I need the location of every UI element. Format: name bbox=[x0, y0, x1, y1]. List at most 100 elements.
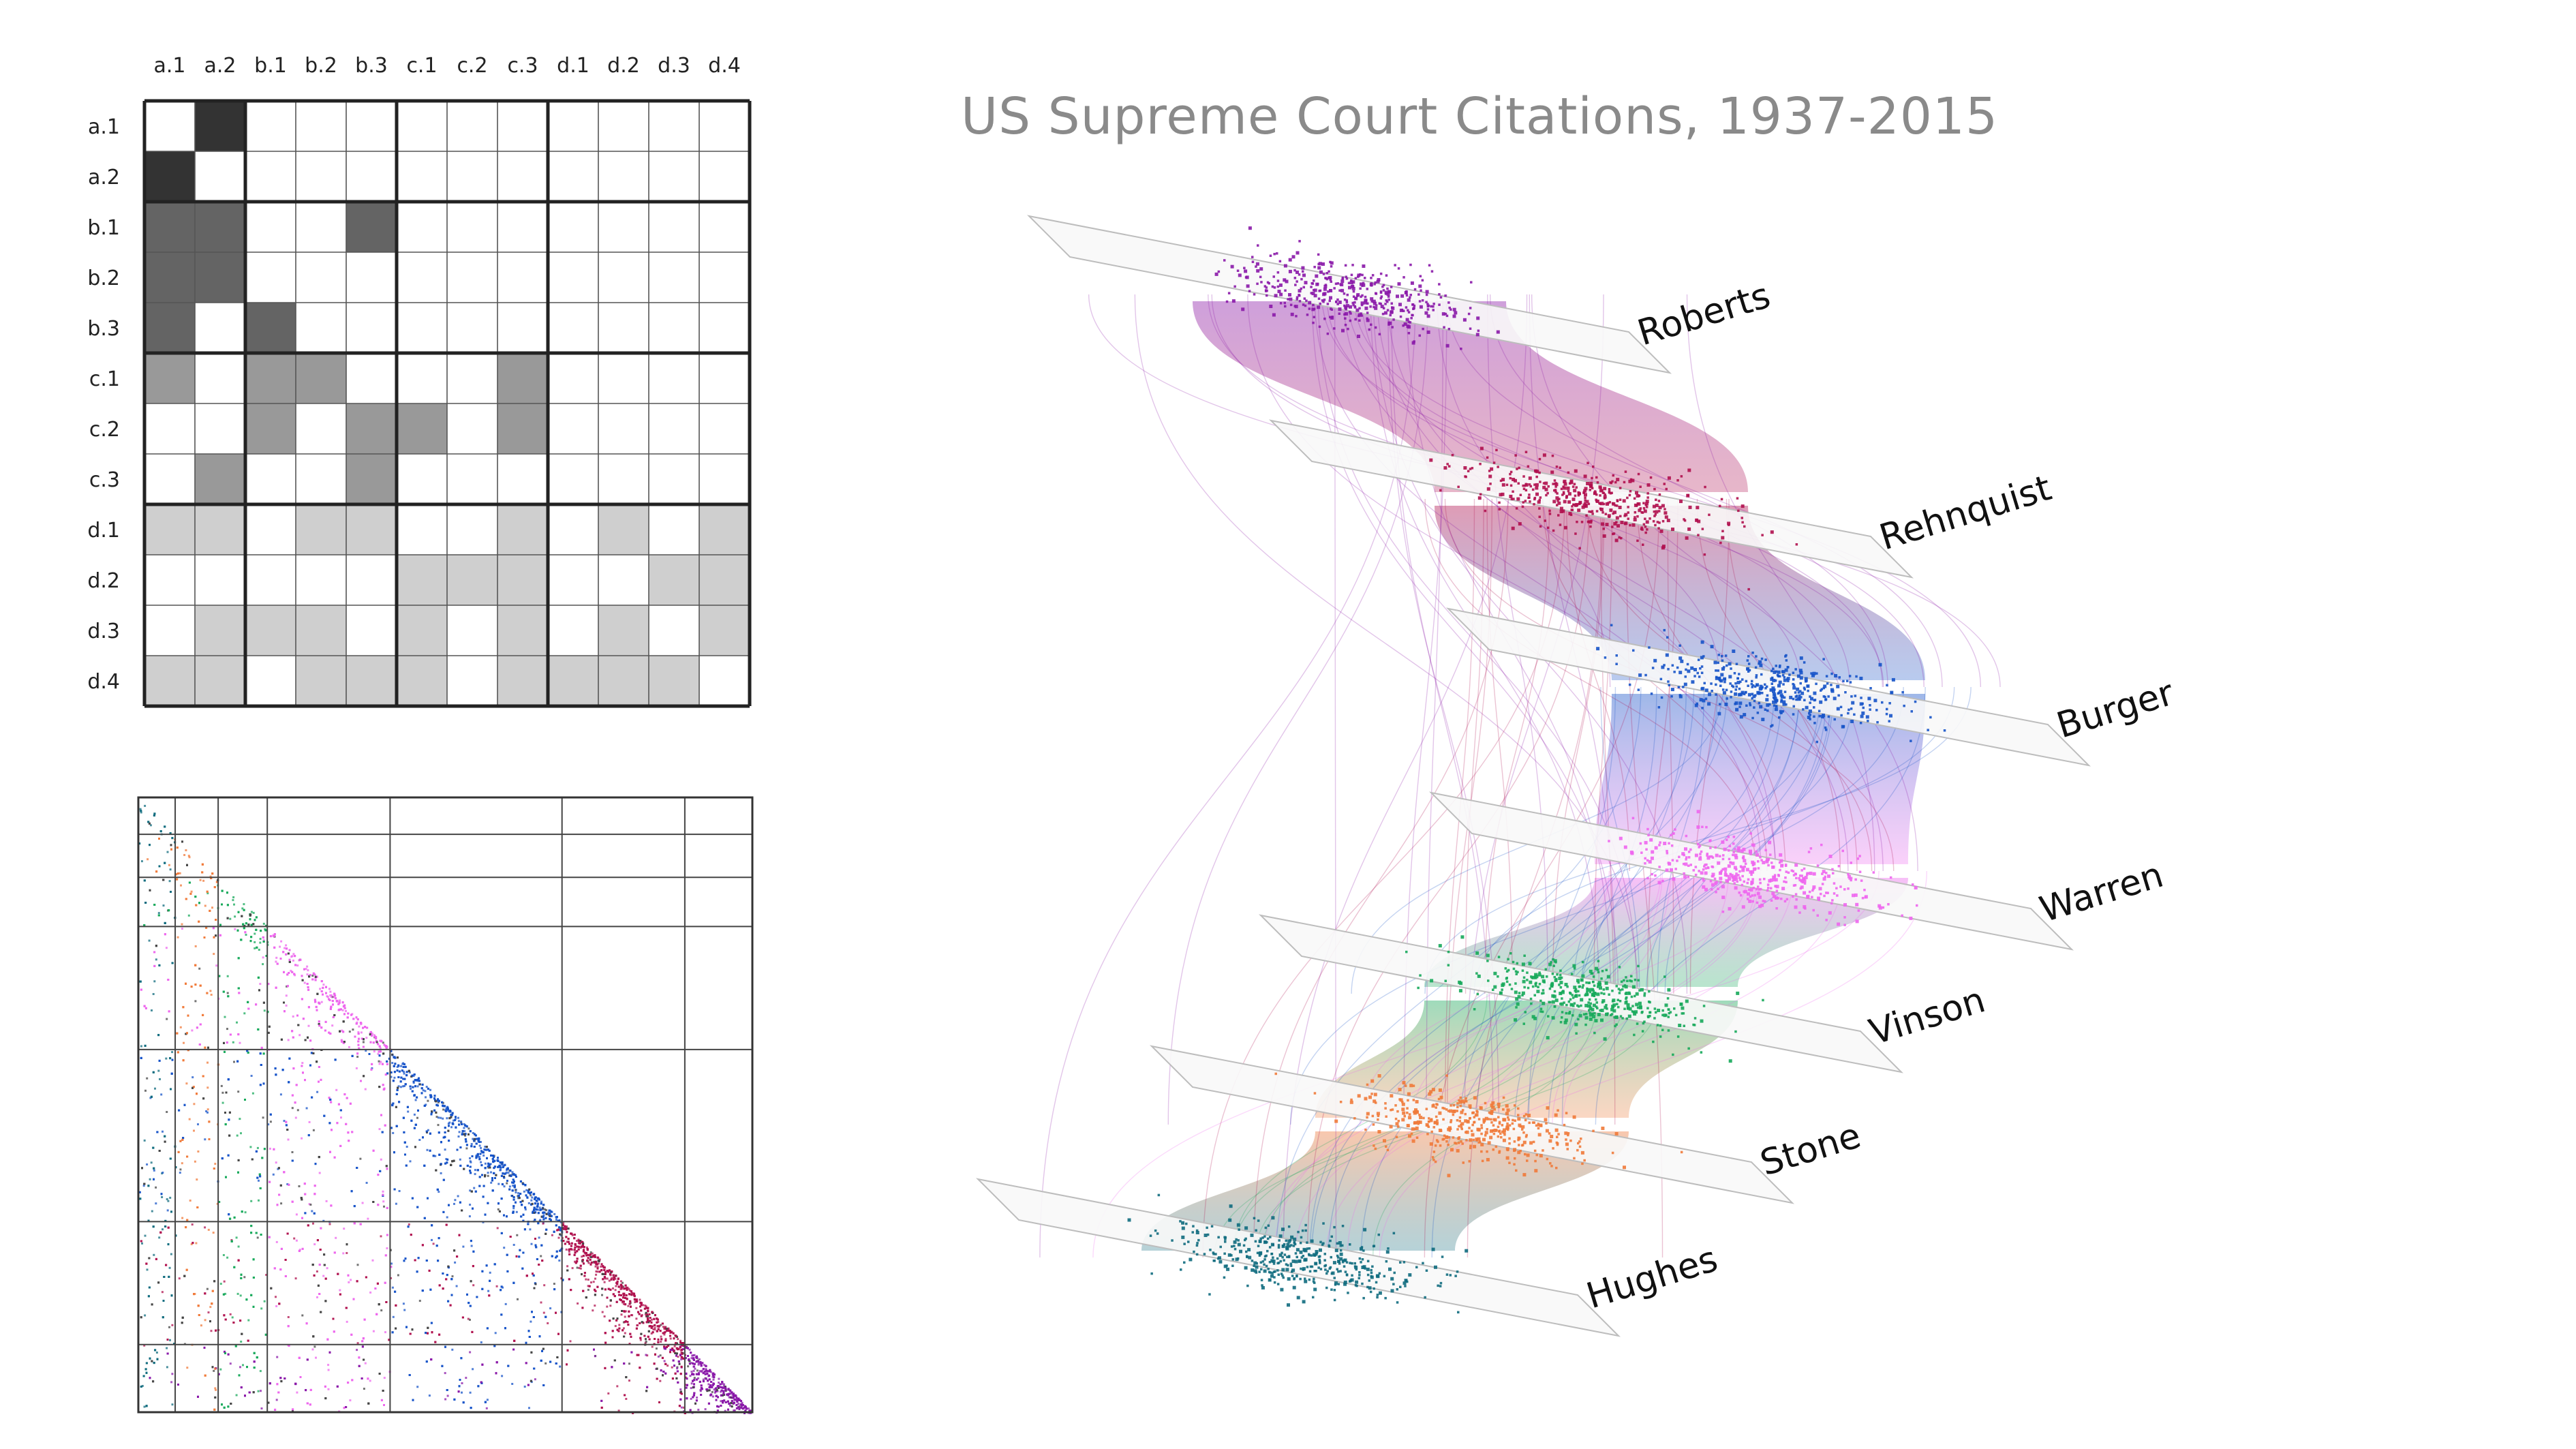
citation-dot bbox=[224, 1016, 226, 1018]
citation-dot bbox=[444, 1372, 446, 1375]
citation-dot bbox=[733, 1409, 736, 1412]
citation-dot bbox=[171, 1373, 174, 1375]
citation-dot bbox=[503, 1185, 506, 1188]
citation-dot bbox=[581, 1255, 583, 1258]
citation-dot bbox=[573, 1234, 576, 1236]
citation-dot bbox=[663, 1327, 666, 1330]
citation-dot bbox=[405, 1146, 408, 1148]
citation-dot bbox=[741, 1401, 743, 1404]
citation-dot bbox=[507, 1172, 510, 1174]
citation-dot bbox=[146, 1268, 149, 1271]
citation-dot bbox=[562, 1240, 565, 1242]
citation-dot bbox=[140, 1045, 142, 1048]
citation-dot bbox=[237, 1090, 240, 1093]
citation-dot bbox=[367, 1217, 369, 1220]
citation-dot bbox=[359, 1157, 362, 1160]
citation-dot bbox=[490, 1171, 492, 1174]
matrix-cell bbox=[296, 353, 346, 403]
citation-dot bbox=[294, 1116, 297, 1119]
citation-dot bbox=[183, 854, 186, 856]
citation-dot bbox=[280, 1202, 283, 1205]
citation-dot bbox=[305, 968, 307, 971]
matrix-cell bbox=[397, 605, 447, 656]
citation-dot bbox=[369, 1291, 372, 1294]
citation-dot bbox=[693, 1377, 696, 1379]
citation-dot bbox=[272, 1173, 275, 1176]
citation-dot bbox=[348, 1031, 351, 1033]
citation-dot bbox=[178, 1277, 181, 1280]
citation-dot bbox=[429, 1088, 431, 1091]
citation-dot bbox=[283, 1120, 286, 1123]
citation-dot bbox=[230, 1239, 233, 1241]
citation-dot bbox=[609, 1305, 612, 1307]
citation-dot bbox=[283, 947, 286, 949]
row-label: d.3 bbox=[87, 620, 120, 643]
citation-dot bbox=[673, 1345, 676, 1347]
citation-dot bbox=[403, 1070, 405, 1073]
citation-dot bbox=[444, 1398, 447, 1401]
citation-dot bbox=[241, 907, 244, 910]
citation-dot bbox=[322, 1219, 325, 1222]
citation-dot bbox=[469, 1318, 471, 1321]
citation-dot bbox=[209, 875, 212, 878]
citation-dot bbox=[198, 967, 201, 970]
citation-dot bbox=[292, 953, 295, 956]
citation-dot bbox=[530, 1242, 533, 1245]
citation-dot bbox=[427, 1099, 429, 1102]
citation-dot bbox=[179, 1026, 182, 1028]
citation-dot bbox=[592, 1309, 594, 1312]
citation-dot bbox=[179, 1140, 182, 1142]
citation-dot bbox=[275, 960, 277, 963]
citation-dot bbox=[331, 1024, 334, 1027]
citation-dot bbox=[469, 1391, 472, 1394]
citation-dot bbox=[391, 1331, 394, 1334]
citation-dot bbox=[502, 1165, 505, 1167]
citation-dot bbox=[442, 1101, 444, 1104]
citation-dot bbox=[391, 1062, 394, 1065]
citation-dot bbox=[569, 1340, 572, 1343]
citation-dot bbox=[628, 1287, 630, 1290]
citation-dot bbox=[339, 1289, 341, 1292]
citation-dot bbox=[607, 1392, 610, 1394]
citation-dot bbox=[718, 1382, 720, 1384]
citation-dot bbox=[224, 1292, 227, 1295]
citation-dot bbox=[402, 1302, 405, 1305]
citation-dot bbox=[291, 1107, 294, 1110]
citation-dot bbox=[558, 1260, 561, 1262]
citation-dot bbox=[349, 1399, 352, 1402]
citation-dot bbox=[383, 1404, 385, 1406]
citation-dot bbox=[690, 1371, 693, 1373]
citation-dot bbox=[208, 1138, 211, 1140]
citation-dot bbox=[711, 1375, 714, 1378]
citation-dot bbox=[355, 1067, 358, 1069]
citation-dot bbox=[465, 1147, 468, 1150]
citation-dot bbox=[170, 1253, 172, 1255]
citation-dot bbox=[308, 1120, 311, 1123]
citation-dot bbox=[380, 1061, 382, 1063]
citation-dot bbox=[679, 1339, 681, 1342]
citation-dot bbox=[236, 1134, 239, 1137]
citation-dot bbox=[646, 1316, 649, 1319]
citation-dot bbox=[446, 1117, 448, 1120]
citation-dot bbox=[667, 1327, 670, 1330]
citation-dot bbox=[696, 1369, 699, 1372]
citation-dot bbox=[229, 917, 232, 920]
citation-dot bbox=[315, 1356, 317, 1359]
citation-dot bbox=[679, 1388, 682, 1391]
matrix-cell bbox=[195, 504, 245, 555]
citation-dot bbox=[356, 1021, 358, 1024]
citation-dot bbox=[341, 1009, 344, 1011]
citation-dot bbox=[369, 1379, 371, 1382]
citation-dot bbox=[306, 965, 309, 968]
citation-dot bbox=[245, 934, 247, 936]
citation-dot bbox=[390, 1262, 393, 1265]
citation-dot bbox=[403, 1072, 405, 1075]
citation-dot bbox=[197, 1150, 200, 1153]
citation-dot bbox=[312, 1222, 314, 1225]
citation-dot bbox=[298, 1034, 301, 1037]
citation-dot bbox=[724, 1409, 726, 1412]
citation-dot bbox=[227, 1154, 230, 1157]
citation-dot bbox=[437, 1101, 440, 1103]
column-label: d.3 bbox=[658, 54, 690, 78]
